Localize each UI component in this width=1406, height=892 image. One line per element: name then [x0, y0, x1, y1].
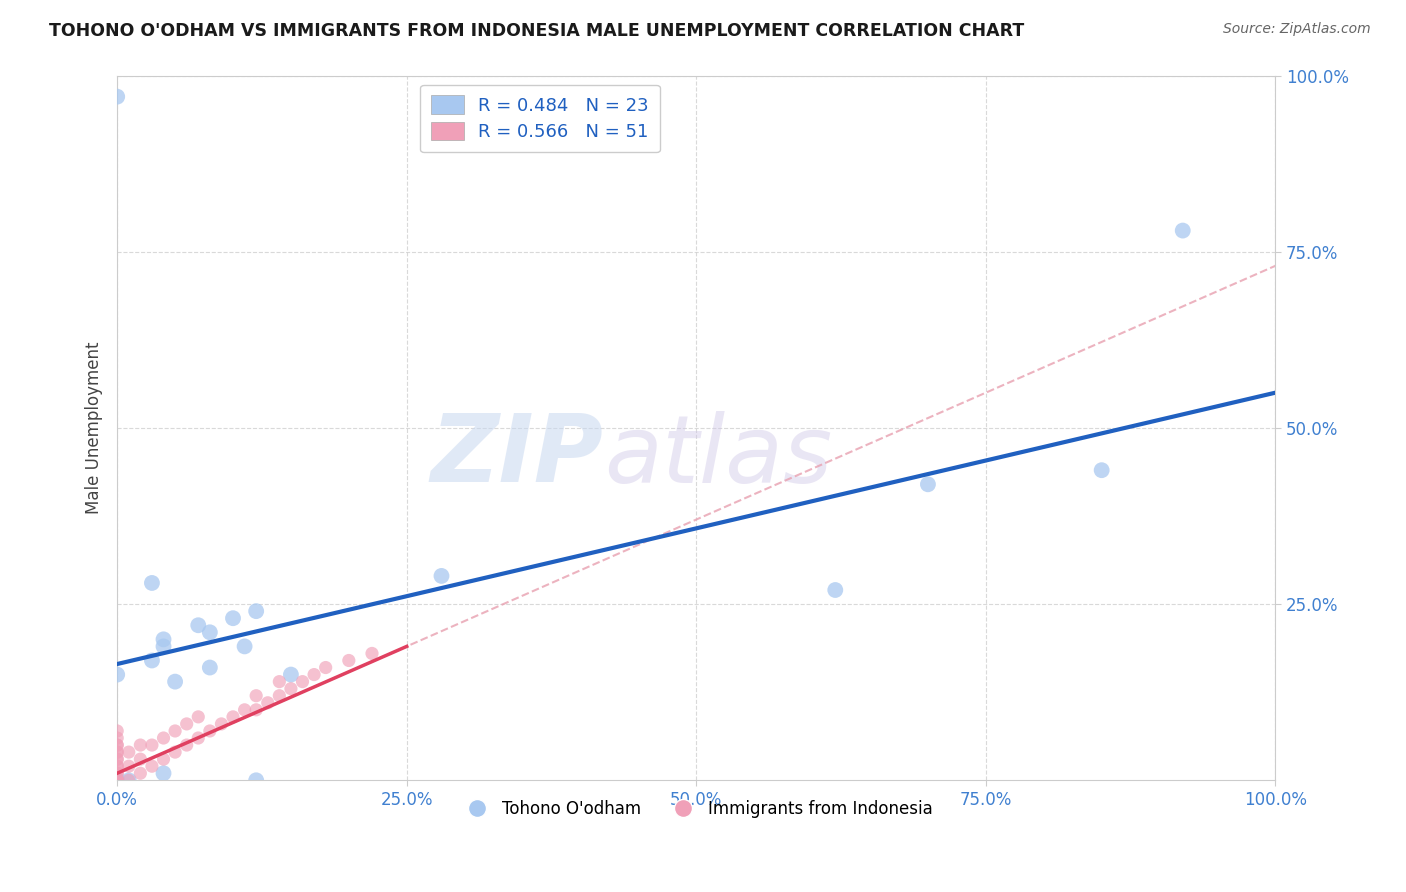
Point — [105, 89, 128, 103]
Point — [430, 569, 453, 583]
Point — [118, 773, 141, 788]
Point — [105, 773, 128, 788]
Point — [245, 689, 267, 703]
Point — [256, 696, 278, 710]
Point — [187, 618, 209, 632]
Point — [1171, 223, 1194, 237]
Point — [105, 773, 128, 788]
Point — [105, 745, 128, 759]
Point — [291, 674, 314, 689]
Point — [917, 477, 939, 491]
Point — [165, 674, 187, 689]
Text: TOHONO O'ODHAM VS IMMIGRANTS FROM INDONESIA MALE UNEMPLOYMENT CORRELATION CHART: TOHONO O'ODHAM VS IMMIGRANTS FROM INDONE… — [49, 22, 1025, 40]
Point — [152, 752, 174, 766]
Point — [269, 689, 291, 703]
Y-axis label: Male Unemployment: Male Unemployment — [86, 342, 103, 514]
Point — [105, 738, 128, 752]
Point — [152, 640, 174, 654]
Point — [129, 766, 152, 780]
Point — [198, 660, 221, 674]
Point — [222, 710, 245, 724]
Point — [129, 752, 152, 766]
Point — [118, 773, 141, 788]
Point — [152, 731, 174, 745]
Point — [105, 759, 128, 773]
Point — [280, 681, 302, 696]
Text: atlas: atlas — [603, 410, 832, 501]
Point — [245, 604, 267, 618]
Point — [105, 731, 128, 745]
Point — [105, 773, 128, 788]
Point — [105, 773, 128, 788]
Text: Source: ZipAtlas.com: Source: ZipAtlas.com — [1223, 22, 1371, 37]
Point — [1091, 463, 1114, 477]
Point — [302, 667, 325, 681]
Point — [118, 759, 141, 773]
Point — [315, 660, 337, 674]
Point — [105, 745, 128, 759]
Point — [222, 611, 245, 625]
Point — [824, 582, 846, 597]
Point — [280, 667, 302, 681]
Point — [233, 640, 256, 654]
Point — [141, 653, 163, 667]
Point — [105, 773, 128, 788]
Point — [105, 759, 128, 773]
Point — [233, 703, 256, 717]
Point — [105, 723, 128, 738]
Point — [187, 731, 209, 745]
Point — [187, 710, 209, 724]
Point — [198, 723, 221, 738]
Point — [105, 773, 128, 788]
Point — [209, 717, 232, 731]
Point — [129, 738, 152, 752]
Point — [361, 647, 384, 661]
Point — [245, 773, 267, 788]
Point — [152, 766, 174, 780]
Point — [165, 723, 187, 738]
Point — [105, 766, 128, 780]
Point — [105, 752, 128, 766]
Point — [141, 738, 163, 752]
Point — [118, 745, 141, 759]
Text: ZIP: ZIP — [430, 410, 603, 502]
Point — [141, 759, 163, 773]
Point — [105, 766, 128, 780]
Point — [176, 717, 198, 731]
Point — [105, 773, 128, 788]
Point — [105, 773, 128, 788]
Point — [337, 653, 360, 667]
Point — [152, 632, 174, 647]
Point — [141, 576, 163, 591]
Legend: Tohono O'odham, Immigrants from Indonesia: Tohono O'odham, Immigrants from Indonesi… — [454, 794, 939, 825]
Point — [176, 738, 198, 752]
Point — [165, 745, 187, 759]
Point — [105, 667, 128, 681]
Point — [105, 773, 128, 788]
Point — [245, 703, 267, 717]
Point — [105, 738, 128, 752]
Point — [269, 674, 291, 689]
Point — [198, 625, 221, 640]
Point — [105, 752, 128, 766]
